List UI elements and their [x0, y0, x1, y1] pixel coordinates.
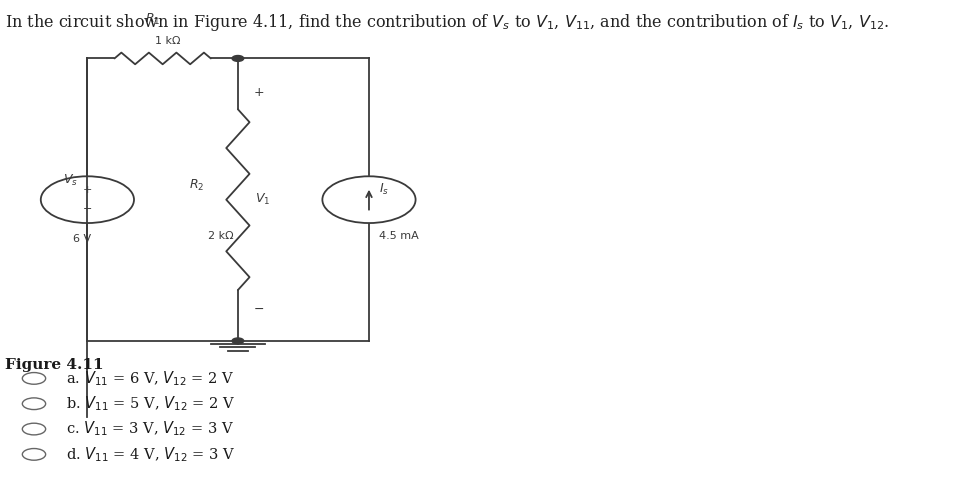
Text: In the circuit shown in Figure 4.11, find the contribution of $V_s$ to $V_1$, $V: In the circuit shown in Figure 4.11, fin…: [5, 12, 889, 33]
Text: $V_s$: $V_s$: [63, 172, 78, 188]
Text: −: −: [83, 205, 92, 214]
Text: 6 V: 6 V: [74, 234, 91, 244]
Text: +: +: [83, 185, 92, 195]
Text: Figure 4.11: Figure 4.11: [5, 358, 104, 372]
Text: +: +: [254, 86, 264, 99]
Text: c. $V_{11}$ = 3 V, $V_{12}$ = 3 V: c. $V_{11}$ = 3 V, $V_{12}$ = 3 V: [66, 420, 234, 438]
Text: $R_1$: $R_1$: [146, 12, 160, 27]
Text: a. $V_{11}$ = 6 V, $V_{12}$ = 2 V: a. $V_{11}$ = 6 V, $V_{12}$ = 2 V: [66, 369, 235, 388]
Text: $V_1$: $V_1$: [255, 192, 271, 207]
Text: $R_2$: $R_2$: [188, 177, 204, 193]
Text: d. $V_{11}$ = 4 V, $V_{12}$ = 3 V: d. $V_{11}$ = 4 V, $V_{12}$ = 3 V: [66, 445, 235, 464]
Circle shape: [232, 338, 244, 344]
Text: 4.5 mA: 4.5 mA: [379, 231, 419, 242]
Text: 2 kΩ: 2 kΩ: [208, 231, 233, 242]
Text: b. $V_{11}$ = 5 V, $V_{12}$ = 2 V: b. $V_{11}$ = 5 V, $V_{12}$ = 2 V: [66, 394, 235, 413]
Circle shape: [232, 56, 244, 61]
Text: $I_s$: $I_s$: [379, 182, 388, 198]
Text: −: −: [254, 303, 264, 316]
Text: 1 kΩ: 1 kΩ: [154, 36, 181, 46]
